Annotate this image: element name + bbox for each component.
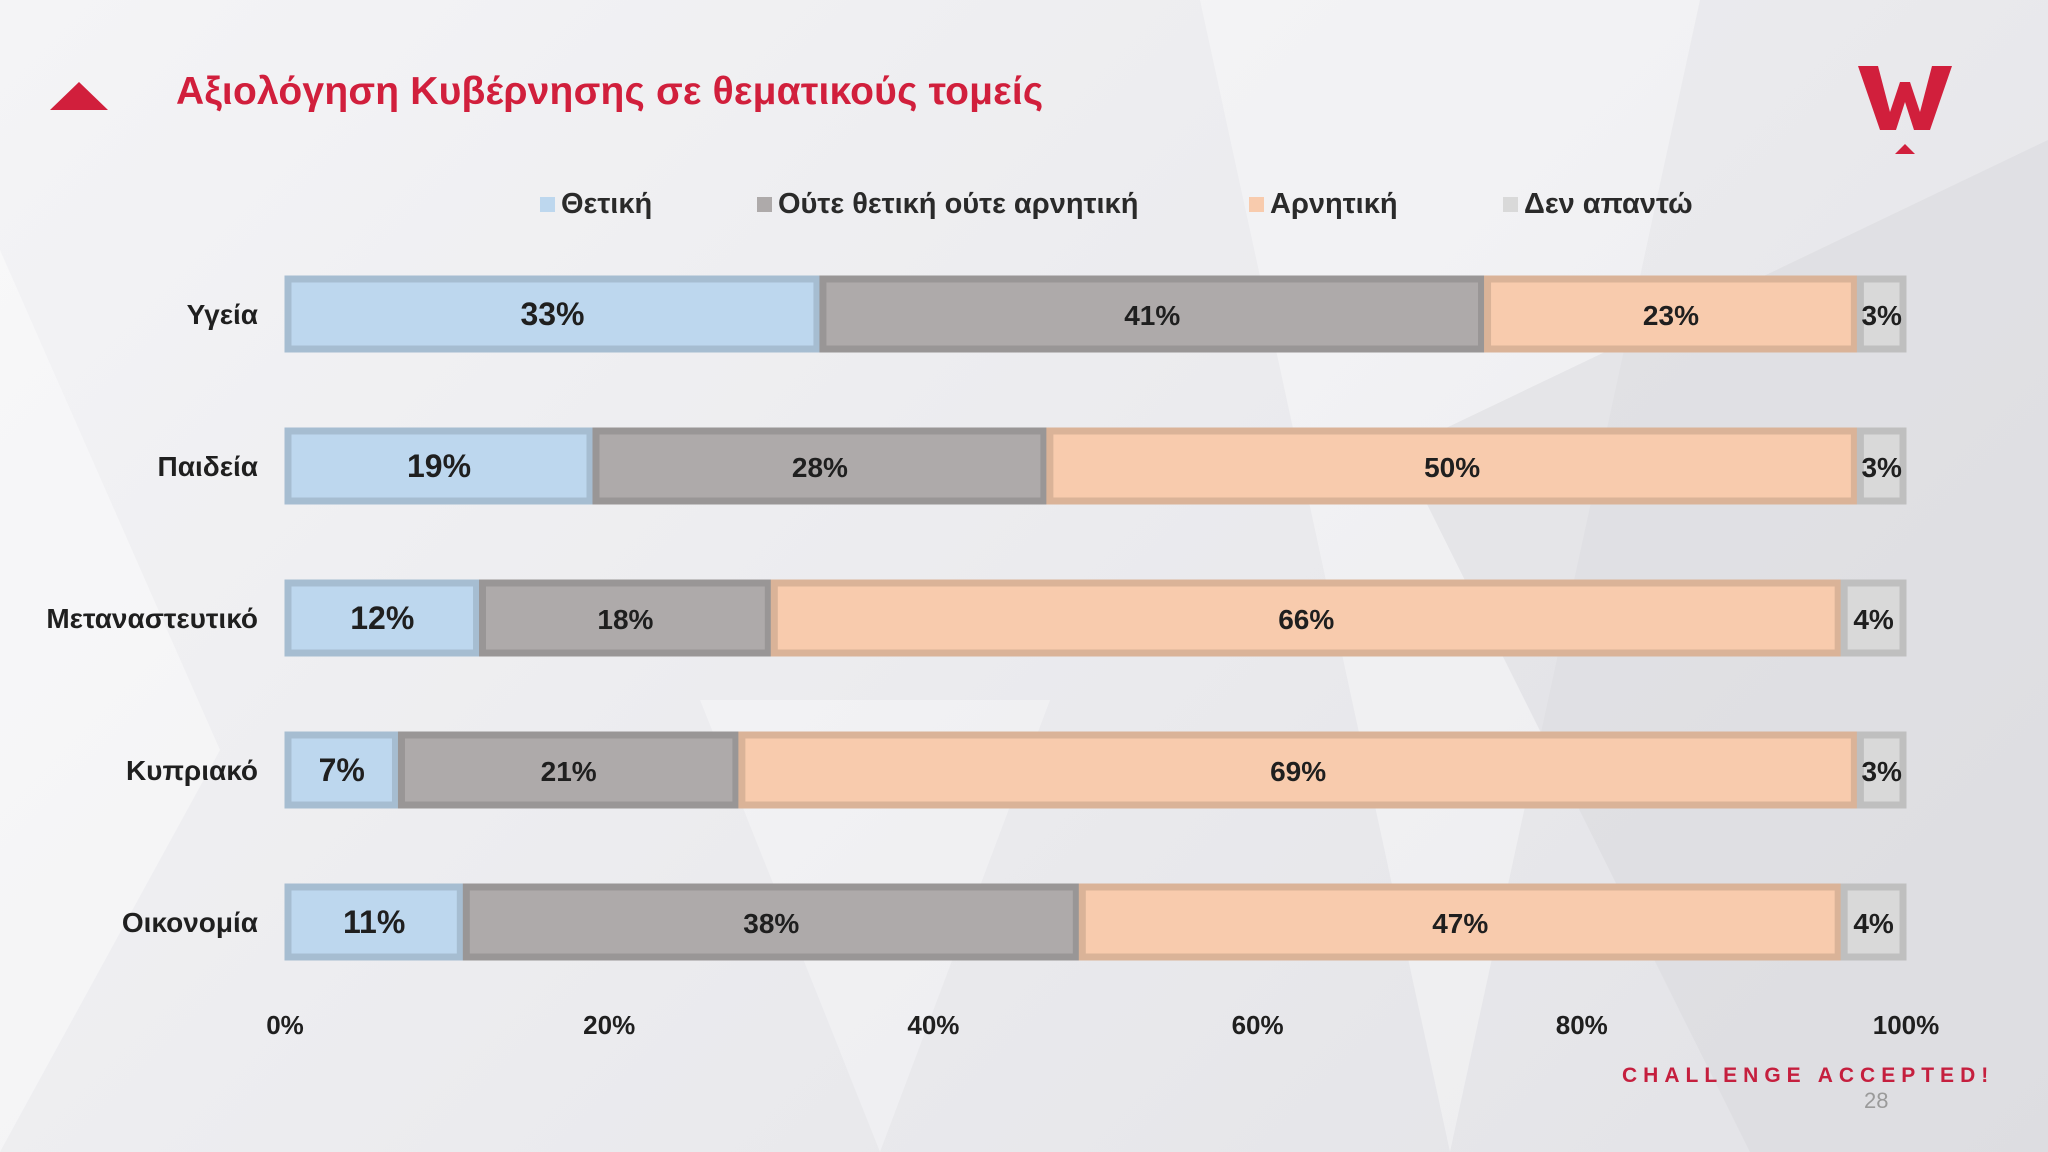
data-label: 11%	[343, 904, 405, 940]
bar-segment-series-3	[1046, 427, 1858, 505]
legend-label: Αρνητική	[1270, 188, 1398, 220]
legend-item: Θετική	[540, 188, 652, 221]
data-label: 41%	[1124, 300, 1180, 331]
legend-label: Δεν απαντώ	[1524, 188, 1693, 220]
data-label: 4%	[1853, 908, 1894, 939]
data-label: 21%	[541, 756, 597, 787]
data-label: 66%	[1278, 604, 1334, 635]
page-number: 28	[1864, 1088, 1889, 1113]
triangle-marker-icon	[50, 82, 108, 110]
data-label: 12%	[350, 600, 414, 636]
bar-segment-series-4	[1856, 427, 1907, 505]
x-tick-label: 20%	[583, 1010, 635, 1040]
bar-segment-series-3	[770, 579, 1842, 657]
bar-segment-series-1	[284, 427, 594, 505]
legend-label: Θετική	[561, 188, 653, 220]
x-tick-label: 60%	[1232, 1010, 1284, 1040]
bar-segment-series-3	[1078, 883, 1842, 961]
bar-segment-series-2	[462, 883, 1080, 961]
bar-segment-series-2	[397, 731, 740, 809]
bar-segment-series-4	[1840, 883, 1907, 961]
data-label: 7%	[319, 752, 365, 788]
data-label: 3%	[1861, 756, 1902, 787]
bar-segment-series-1	[284, 275, 821, 353]
bar-segment-series-3	[1484, 275, 1858, 353]
data-label: 50%	[1424, 452, 1480, 483]
data-label: 38%	[743, 908, 799, 939]
legend-label: Ούτε θετική ούτε αρνητική	[778, 188, 1139, 220]
category-label: Κυπριακό	[126, 755, 258, 786]
tagline: CHALLENGE ACCEPTED!	[1622, 1064, 1995, 1087]
data-label: 19%	[407, 448, 471, 484]
bar-segment-series-4	[1840, 579, 1907, 657]
data-label: 3%	[1861, 300, 1902, 331]
bar-segment-series-4	[1856, 731, 1907, 809]
legend-item: Δεν απαντώ	[1503, 188, 1693, 221]
data-label: 18%	[597, 604, 653, 635]
x-tick-label: 100%	[1873, 1010, 1940, 1040]
category-label: Υγεία	[187, 299, 258, 330]
slide-title: Αξιολόγηση Κυβέρνησης σε θεματικούς τομε…	[176, 70, 1044, 113]
x-tick-label: 0%	[266, 1010, 304, 1040]
data-label: 47%	[1432, 908, 1488, 939]
data-label: 4%	[1853, 604, 1894, 635]
bar-segment-series-4	[1856, 275, 1907, 353]
bar-segment-series-1	[284, 883, 464, 961]
x-tick-label: 40%	[907, 1010, 959, 1040]
data-label: 33%	[520, 296, 584, 332]
bar-segment-series-2	[592, 427, 1048, 505]
legend-swatch	[1249, 197, 1264, 212]
bar-segment-series-3	[738, 731, 1858, 809]
legend-item: Αρνητική	[1249, 188, 1398, 221]
x-tick-label: 80%	[1556, 1010, 1608, 1040]
chart-legend: Θετική Ούτε θετική ούτε αρνητική Αρνητική Δ…	[0, 188, 2048, 228]
category-label: Μεταναστευτικό	[46, 603, 258, 634]
legend-swatch	[757, 197, 772, 212]
legend-swatch	[540, 197, 555, 212]
category-label: Οικονομία	[122, 907, 258, 938]
bar-segment-series-2	[819, 275, 1486, 353]
logo-icon	[1858, 66, 1952, 154]
data-label: 28%	[792, 452, 848, 483]
bar-segment-series-2	[479, 579, 772, 657]
bar-segment-series-1	[284, 579, 481, 657]
data-label: 69%	[1270, 756, 1326, 787]
legend-swatch	[1503, 197, 1518, 212]
legend-item: Ούτε θετική ούτε αρνητική	[757, 188, 1138, 221]
data-label: 3%	[1861, 452, 1902, 483]
category-label: Παιδεία	[158, 451, 258, 482]
data-label: 23%	[1643, 300, 1699, 331]
bar-segment-series-1	[284, 731, 399, 809]
